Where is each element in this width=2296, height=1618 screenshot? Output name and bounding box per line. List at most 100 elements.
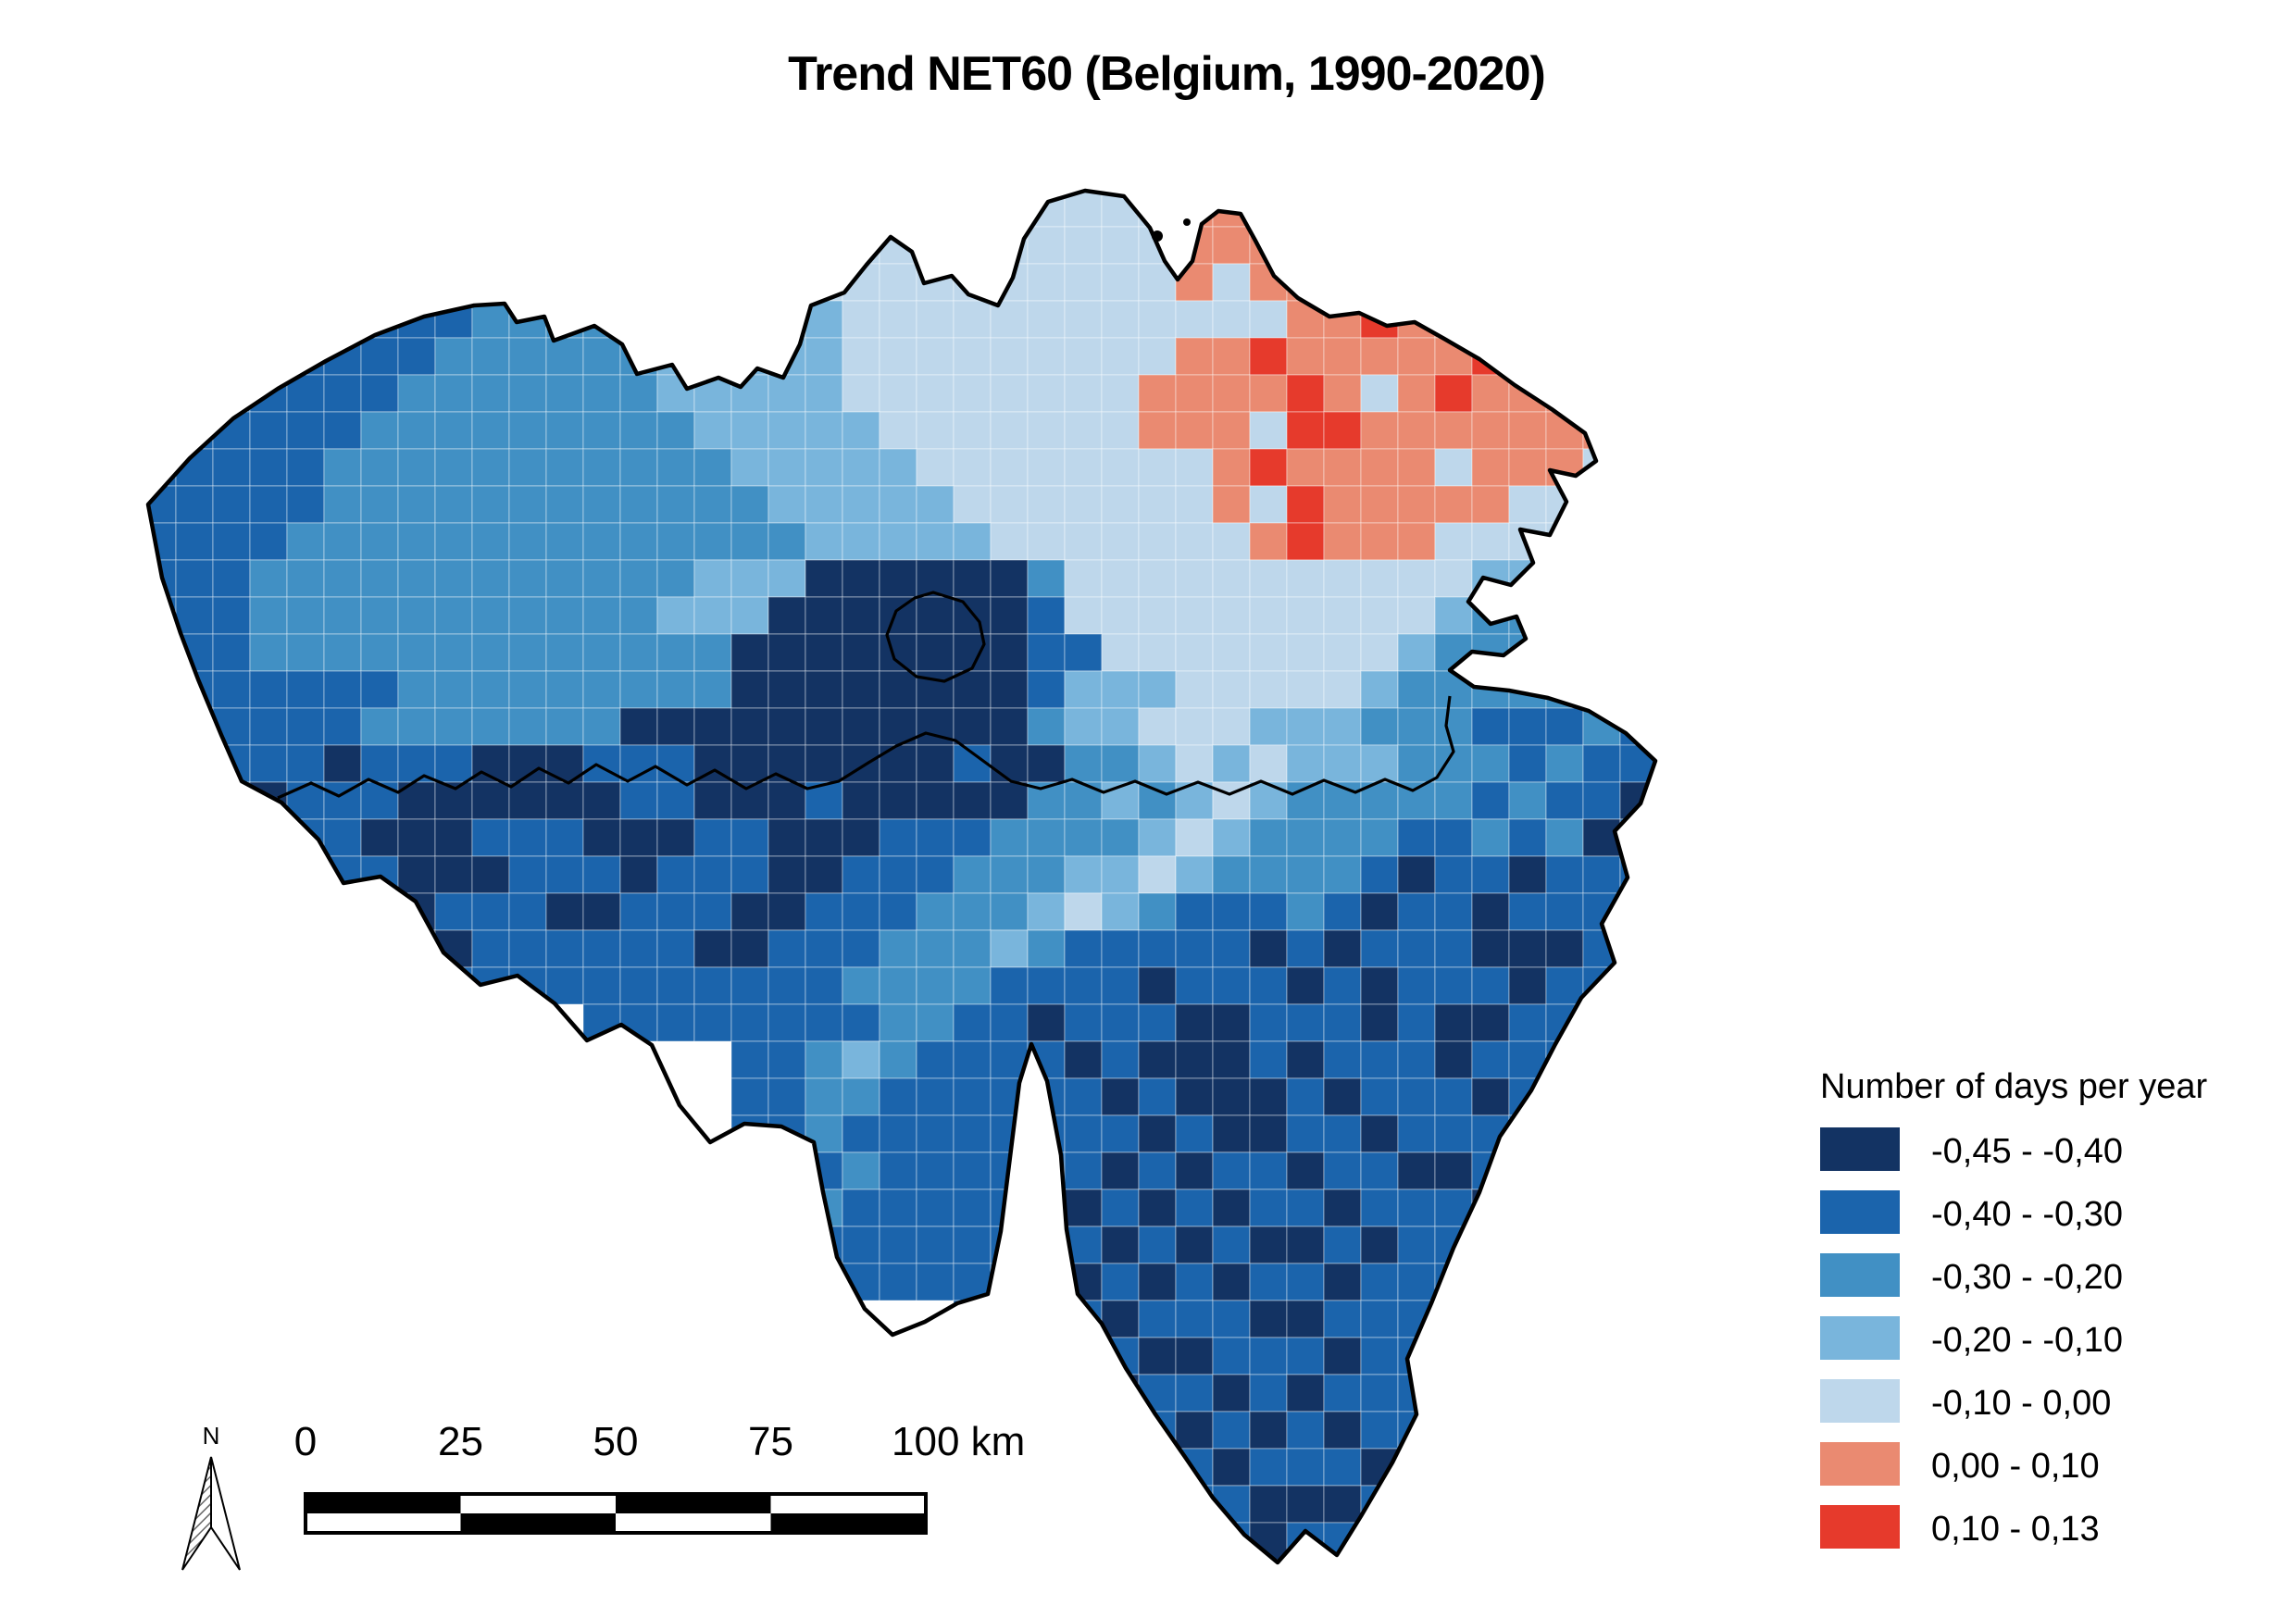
raster-cell — [471, 448, 510, 487]
raster-cell — [1582, 559, 1621, 598]
raster-cell — [1138, 448, 1177, 487]
raster-cell — [1471, 522, 1510, 561]
raster-cell — [1286, 1003, 1325, 1042]
country-border — [145, 188, 1658, 1565]
raster-cell — [1249, 929, 1288, 968]
raster-cell — [767, 892, 806, 931]
raster-cell — [1249, 1077, 1288, 1116]
raster-cell — [1397, 559, 1436, 598]
raster-cell — [916, 300, 955, 339]
raster-cell — [1360, 337, 1399, 376]
raster-cell — [1323, 818, 1362, 857]
raster-cell — [1027, 411, 1066, 450]
raster-cell — [916, 374, 955, 413]
raster-cell — [1286, 1263, 1325, 1301]
raster-cell — [1323, 337, 1362, 376]
raster-cell — [1545, 966, 1584, 1005]
raster-cell — [1175, 300, 1214, 339]
raster-cell — [1212, 1114, 1251, 1153]
raster-cell — [1360, 744, 1399, 783]
raster-cell — [953, 670, 992, 709]
raster-cell — [1619, 559, 1655, 598]
raster-cell — [1397, 1189, 1436, 1227]
raster-cell — [1323, 300, 1362, 339]
raster-cell — [1101, 1151, 1140, 1190]
raster-cell — [323, 670, 362, 709]
raster-cell — [1545, 744, 1584, 783]
raster-cell — [397, 707, 436, 746]
raster-cell — [879, 1263, 917, 1301]
raster-cell — [1397, 1226, 1436, 1264]
raster-cell — [1175, 1077, 1214, 1116]
raster-cell — [1508, 1189, 1547, 1227]
raster-cell — [1027, 892, 1066, 931]
raster-cell — [1138, 707, 1177, 746]
raster-cell — [916, 633, 955, 672]
raster-cell — [879, 596, 917, 635]
raster-cell — [990, 670, 1029, 709]
raster-cell — [1138, 966, 1177, 1005]
raster-cell — [1175, 1189, 1214, 1227]
raster-cell — [397, 966, 436, 1005]
raster-cell — [148, 781, 177, 820]
raster-cell — [693, 966, 732, 1005]
raster-cell — [1212, 818, 1251, 857]
raster-cell — [619, 374, 658, 413]
raster-cell — [1249, 1151, 1288, 1190]
raster-cell — [656, 448, 695, 487]
raster-cell — [953, 781, 992, 820]
raster-cell — [619, 966, 658, 1005]
raster-cell — [1434, 892, 1473, 931]
raster-cell — [1434, 1114, 1473, 1153]
raster-cell — [1434, 1040, 1473, 1079]
raster-cell — [148, 744, 177, 783]
raster-cell — [1175, 1522, 1214, 1561]
raster-cell — [249, 744, 288, 783]
raster-cell — [1212, 559, 1251, 598]
raster-cell — [953, 855, 992, 894]
raster-cell — [767, 559, 806, 598]
raster-cell — [693, 596, 732, 635]
raster-cell — [842, 1003, 880, 1042]
raster-cell — [656, 596, 695, 635]
raster-cell — [1249, 744, 1288, 783]
raster-cell — [1286, 1374, 1325, 1413]
raster-cell — [1212, 448, 1251, 487]
raster-cell — [1249, 596, 1288, 635]
raster-cell — [1471, 781, 1510, 820]
raster-cell — [805, 485, 843, 524]
raster-cell — [1175, 744, 1214, 783]
raster-cell — [619, 485, 658, 524]
raster-cell — [1286, 411, 1325, 450]
raster-cell — [842, 1040, 880, 1079]
raster-cell — [842, 1114, 880, 1153]
raster-cell — [1508, 744, 1547, 783]
raster-cell — [1027, 300, 1066, 339]
raster-cell — [1397, 1485, 1436, 1524]
raster-cell — [175, 374, 214, 413]
raster-cell — [582, 707, 621, 746]
raster-cell — [656, 559, 695, 598]
raster-cell — [1064, 1189, 1103, 1227]
raster-cell — [767, 596, 806, 635]
raster-cell — [1508, 448, 1547, 487]
raster-cell — [767, 226, 806, 265]
raster-cell — [1323, 1300, 1362, 1338]
raster-cell — [842, 1189, 880, 1227]
legend-swatch — [1820, 1316, 1900, 1360]
raster-cell — [879, 1040, 917, 1079]
raster-cell — [582, 781, 621, 820]
raster-cell — [656, 485, 695, 524]
raster-cell — [1323, 1559, 1362, 1562]
raster-cell — [619, 411, 658, 450]
raster-cell — [1212, 1448, 1251, 1487]
raster-cell — [730, 374, 769, 413]
raster-cell — [842, 411, 880, 450]
raster-cell — [1397, 1263, 1436, 1301]
raster-cell — [545, 818, 584, 857]
raster-cell — [1212, 707, 1251, 746]
raster-cell — [1471, 1040, 1510, 1079]
raster-cell — [767, 781, 806, 820]
raster-cell — [397, 596, 436, 635]
raster-cell — [693, 448, 732, 487]
